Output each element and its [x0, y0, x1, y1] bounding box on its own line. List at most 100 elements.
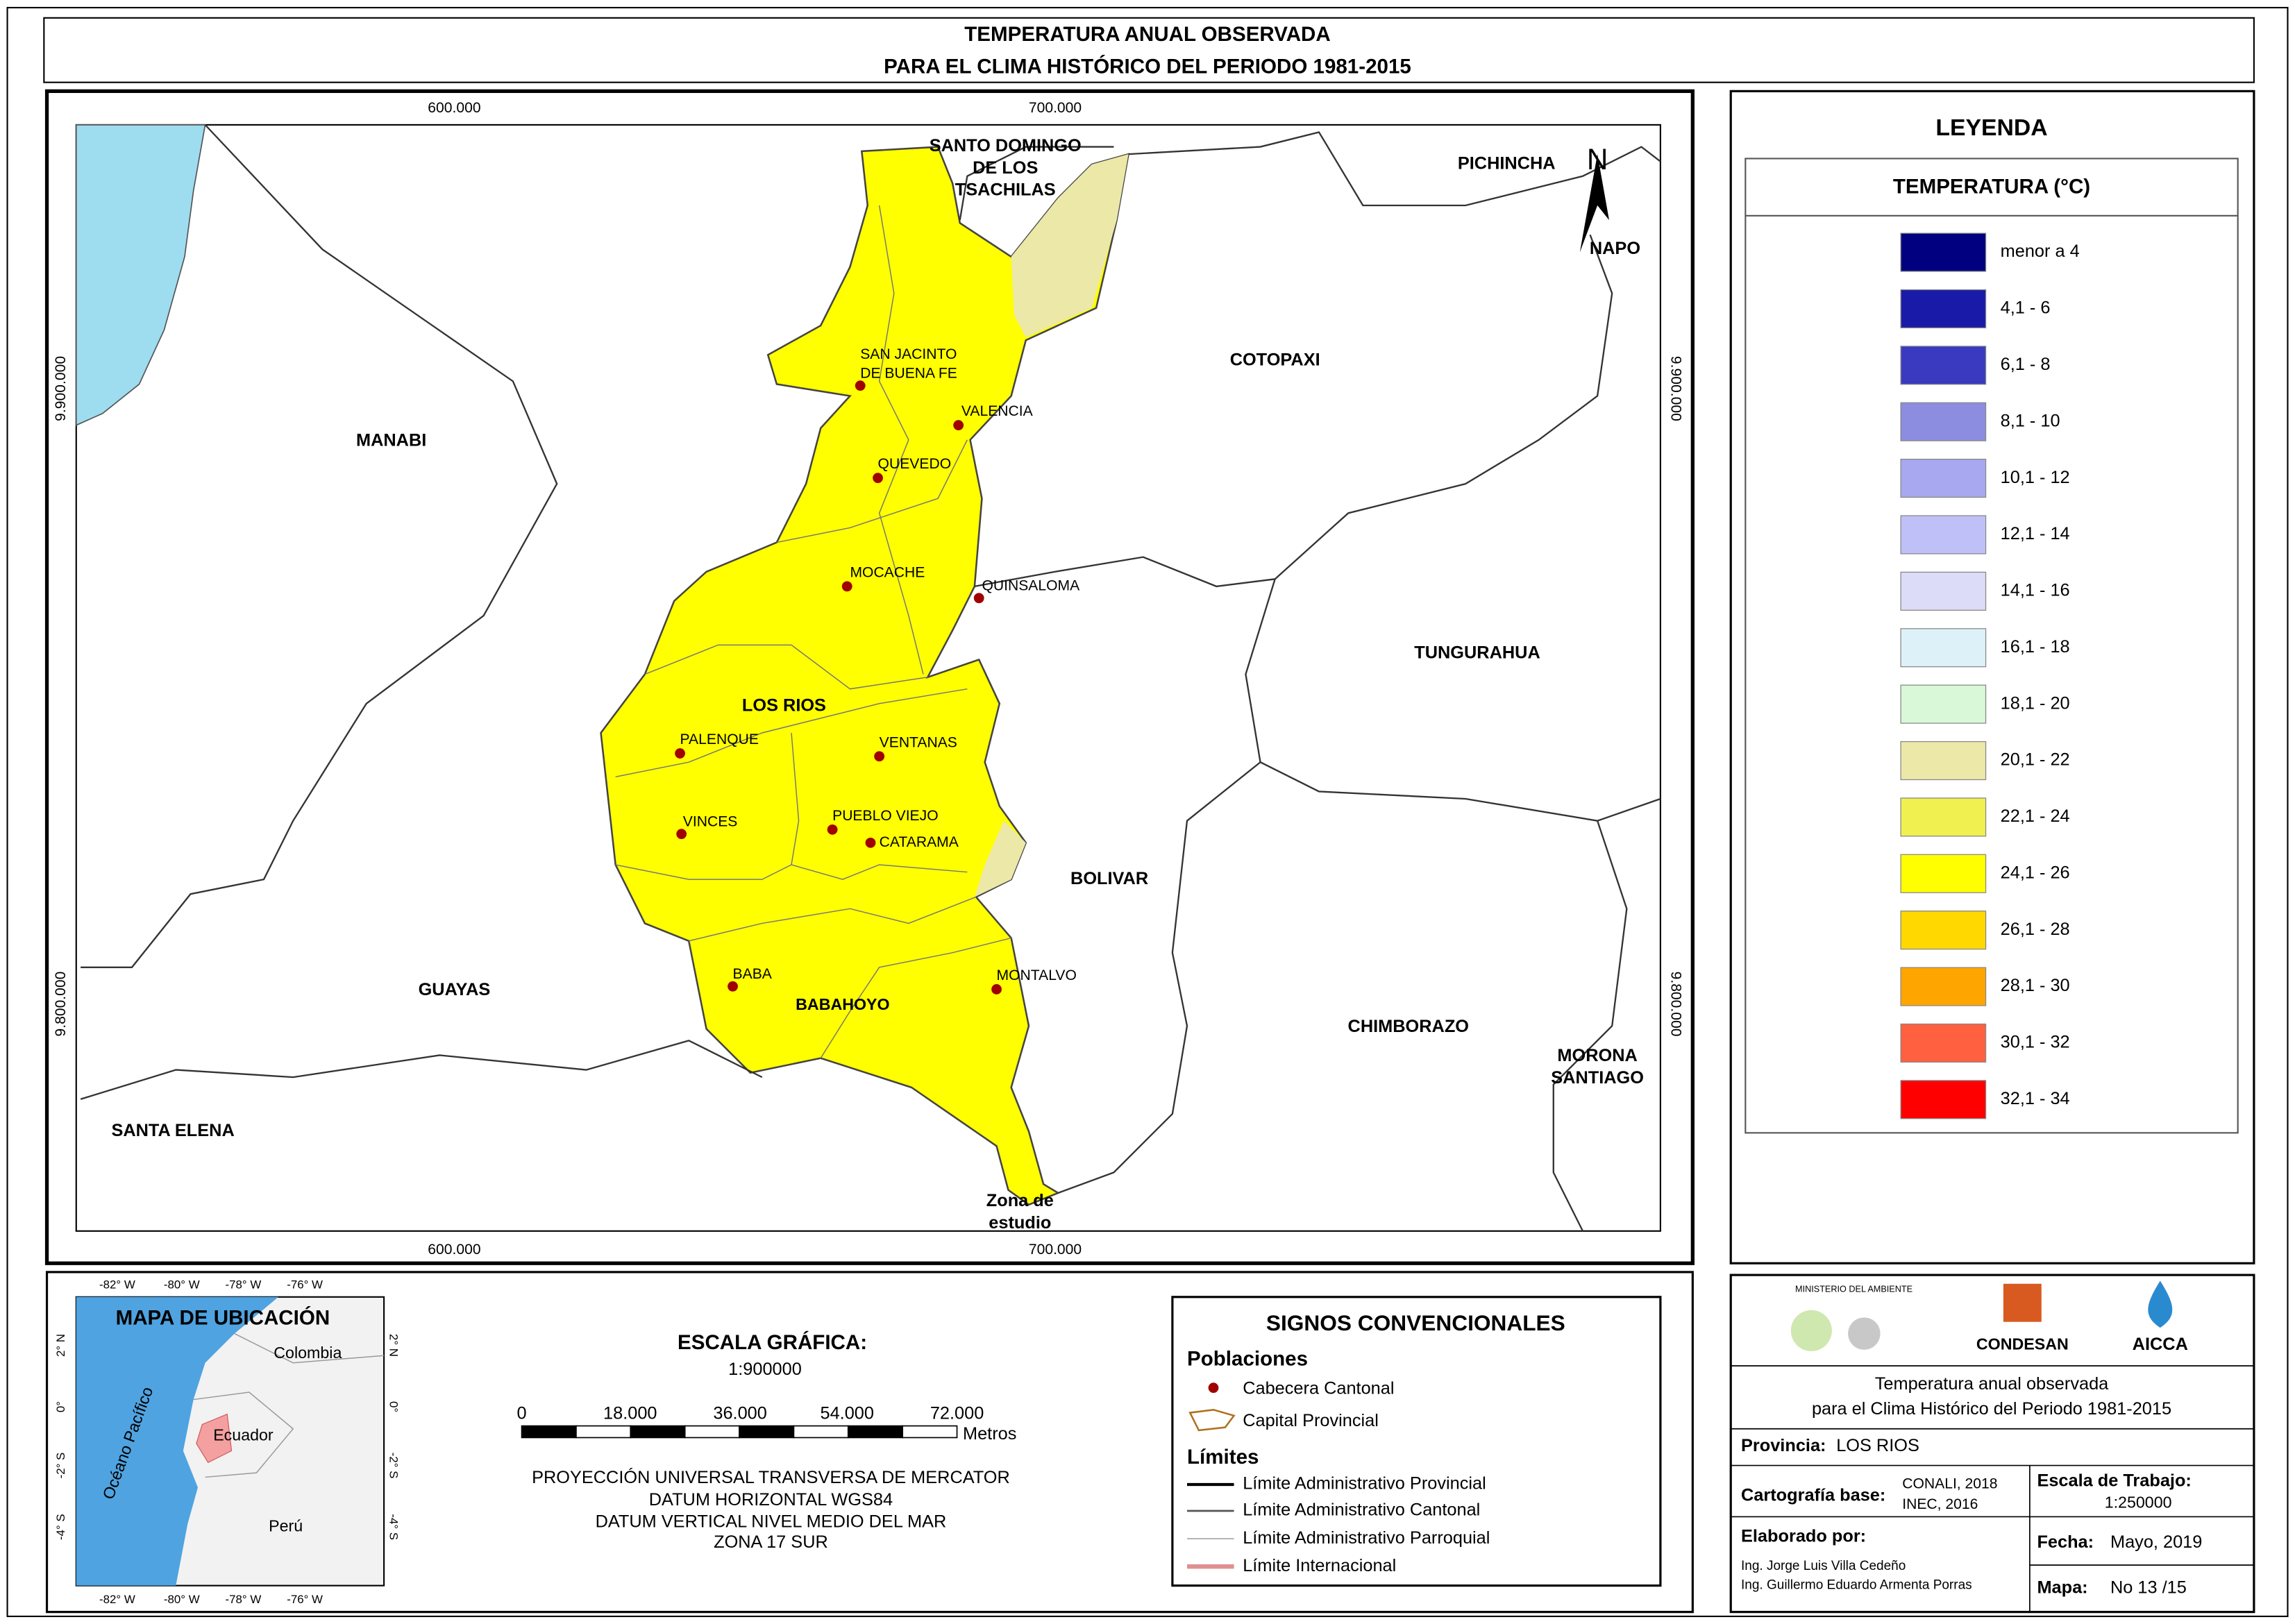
symbols-heading: Poblaciones [1187, 1347, 1308, 1370]
legend-label: 10,1 - 12 [2001, 468, 2070, 487]
province-label: Zona de [986, 1191, 1054, 1210]
logo-ministry [1790, 1310, 1832, 1351]
country-boundary [193, 1392, 294, 1478]
legend-swatch [1900, 571, 1987, 611]
info-grid [1731, 1365, 2254, 1612]
scale-tick: 0 [517, 1403, 527, 1423]
town-label: CATARAMA [880, 834, 959, 850]
x-coordinate: 600.000 [428, 100, 480, 116]
info-value: Ing. Jorge Luis Villa Cedeño [1741, 1559, 1906, 1573]
scale-segment [575, 1425, 632, 1439]
location-study-area [196, 1413, 233, 1464]
canton-boundary [615, 864, 792, 880]
province-label: CHIMBORAZO [1348, 1017, 1469, 1036]
province-boundary [80, 1040, 763, 1100]
info-value: Mayo, 2019 [2110, 1532, 2202, 1552]
town-label: QUINSALOMA [982, 577, 1080, 593]
north-label: N [1587, 143, 1608, 176]
province-label: DE LOS [973, 158, 1038, 178]
canton-boundary [878, 205, 924, 675]
info-title: Temperatura anual observada [1875, 1374, 2109, 1394]
legend-swatch [1900, 1023, 1987, 1063]
legend-label: 6,1 - 8 [2001, 355, 2051, 374]
y-coordinate: 9.800.000 [1667, 972, 1683, 1037]
town-label: VALENCIA [961, 403, 1034, 419]
info-label: Mapa: [2037, 1578, 2087, 1598]
lon-tick: -78° W [226, 1278, 262, 1291]
info-title: para el Clima Histórico del Periodo 1981… [1812, 1399, 2171, 1419]
legend-box [1745, 158, 2239, 1134]
x-coordinate: 700.000 [1029, 100, 1082, 116]
scale-segment [630, 1425, 686, 1439]
legend-label: 26,1 - 28 [2001, 920, 2070, 939]
canton-boundary [689, 896, 977, 942]
main-map [75, 124, 1661, 1232]
town-label: BABA [733, 966, 773, 982]
lat-tick: 2° N [54, 1334, 67, 1357]
lat-tick: -4° S [387, 1514, 400, 1540]
info-value: CONALI, 2018 [1902, 1476, 1997, 1492]
country-label: Ecuador [213, 1426, 274, 1444]
y-coordinate: 9.800.000 [53, 972, 69, 1037]
province-label: estudio [989, 1213, 1051, 1233]
legend-label: 30,1 - 32 [2001, 1033, 2070, 1052]
projection-line: PROYECCIÓN UNIVERSAL TRANSVERSA DE MERCA… [532, 1467, 1010, 1487]
province-boundary [1057, 761, 1261, 1194]
legend-swatch [1900, 515, 1987, 555]
legend-swatch [1900, 797, 1987, 837]
legend-label: 4,1 - 6 [2001, 298, 2051, 318]
lon-tick: -82° W [99, 1593, 135, 1606]
legend-label: 28,1 - 30 [2001, 976, 2070, 995]
province-label: NAPO [1590, 239, 1640, 258]
lat-tick: 2° N [387, 1334, 400, 1357]
symbols-box [1171, 1296, 1662, 1587]
info-label: Elaborado por: [1741, 1527, 1866, 1546]
town-label: SAN JACINTO [860, 346, 957, 362]
north-arrow [1579, 154, 1609, 253]
town-marker [841, 581, 852, 592]
info-label: Fecha: [2037, 1532, 2094, 1552]
town-marker [873, 473, 883, 484]
symbols-title: SIGNOS CONVENCIONALES [1266, 1310, 1565, 1335]
legend-label: 32,1 - 34 [2001, 1089, 2070, 1108]
province-boundary [959, 146, 1114, 221]
map-frame [44, 89, 1695, 1265]
legend-swatch [1900, 459, 1987, 498]
province-label: SANTO DOMINGO [930, 136, 1082, 155]
legend-title: LEYENDA [1935, 115, 2047, 141]
scale-unit: Metros [963, 1424, 1016, 1444]
symbol-capital [1188, 1409, 1236, 1432]
scale-tick: 72.000 [930, 1403, 984, 1423]
y-coordinate: 9.900.000 [1667, 356, 1683, 421]
lon-tick: -78° W [226, 1593, 262, 1606]
scale-segment [521, 1425, 577, 1439]
info-label: Escala de Trabajo: [2037, 1471, 2191, 1490]
town-marker [865, 837, 876, 848]
town-marker [953, 420, 964, 431]
logo-text: AICCA [2133, 1335, 2188, 1354]
province-boundary [974, 234, 1613, 588]
projection-line: DATUM HORIZONTAL WGS84 [649, 1490, 893, 1509]
canton-boundary [776, 439, 968, 543]
lon-tick: -76° W [287, 1593, 323, 1606]
lon-tick: -80° W [164, 1593, 200, 1606]
location-title: MAPA DE UBICACIÓN [116, 1305, 330, 1329]
lat-tick: -4° S [54, 1514, 67, 1540]
legend-swatch [1900, 232, 1987, 272]
legend-swatch [1900, 684, 1987, 724]
scale-segment [739, 1425, 795, 1439]
location-ocean [76, 1296, 279, 1586]
scale-segment [793, 1425, 849, 1439]
town-marker [676, 829, 687, 840]
symbol-label: Límite Administrativo Provincial [1243, 1474, 1486, 1494]
scale-segment [902, 1425, 958, 1439]
logo-text: CONDESAN [1976, 1335, 2069, 1353]
town-label: VENTANAS [880, 734, 957, 750]
lat-tick: 0° [387, 1401, 400, 1412]
x-coordinate: 700.000 [1029, 1242, 1082, 1258]
scale-segment [847, 1425, 904, 1439]
lon-tick: -82° W [99, 1278, 135, 1291]
province-label: COTOPAXI [1230, 350, 1320, 369]
town-marker [874, 751, 885, 762]
